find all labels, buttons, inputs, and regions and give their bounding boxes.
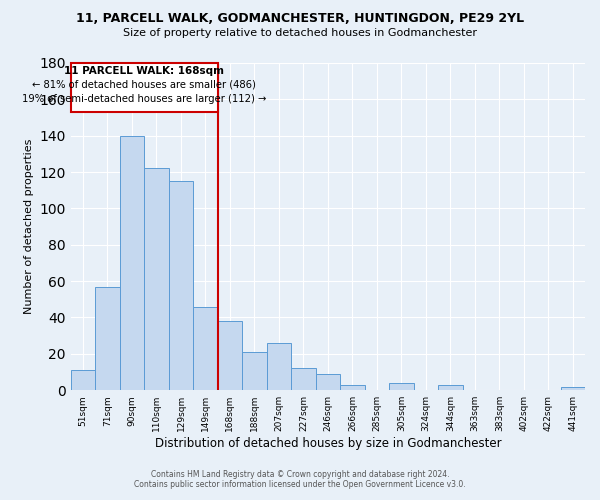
- Y-axis label: Number of detached properties: Number of detached properties: [24, 139, 34, 314]
- Text: ← 81% of detached houses are smaller (486): ← 81% of detached houses are smaller (48…: [32, 80, 256, 90]
- Bar: [291, 368, 316, 390]
- Text: 11 PARCELL WALK: 168sqm: 11 PARCELL WALK: 168sqm: [64, 66, 224, 76]
- Text: Contains HM Land Registry data © Crown copyright and database right 2024.
Contai: Contains HM Land Registry data © Crown c…: [134, 470, 466, 489]
- Bar: [340, 385, 365, 390]
- Bar: [316, 374, 340, 390]
- Bar: [389, 383, 413, 390]
- FancyBboxPatch shape: [71, 63, 218, 112]
- Bar: [266, 343, 291, 390]
- Bar: [169, 181, 193, 390]
- Bar: [95, 286, 120, 390]
- Text: Size of property relative to detached houses in Godmanchester: Size of property relative to detached ho…: [123, 28, 477, 38]
- Bar: [193, 306, 218, 390]
- Bar: [218, 321, 242, 390]
- Text: 19% of semi-detached houses are larger (112) →: 19% of semi-detached houses are larger (…: [22, 94, 266, 104]
- Text: 11, PARCELL WALK, GODMANCHESTER, HUNTINGDON, PE29 2YL: 11, PARCELL WALK, GODMANCHESTER, HUNTING…: [76, 12, 524, 26]
- Bar: [560, 386, 585, 390]
- Bar: [438, 385, 463, 390]
- Bar: [120, 136, 144, 390]
- Bar: [71, 370, 95, 390]
- Bar: [144, 168, 169, 390]
- Bar: [242, 352, 266, 390]
- X-axis label: Distribution of detached houses by size in Godmanchester: Distribution of detached houses by size …: [155, 437, 501, 450]
